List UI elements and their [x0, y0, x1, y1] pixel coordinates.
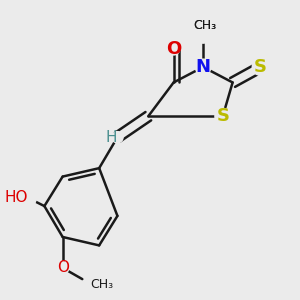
Text: CH₃: CH₃	[193, 19, 216, 32]
Text: O: O	[57, 260, 69, 275]
Circle shape	[194, 24, 212, 42]
Circle shape	[193, 23, 213, 43]
Text: N: N	[196, 58, 211, 76]
Text: CH₃: CH₃	[91, 278, 114, 291]
Circle shape	[252, 58, 269, 75]
Circle shape	[19, 189, 37, 207]
Text: CH₃: CH₃	[193, 19, 216, 32]
Text: S: S	[216, 107, 229, 125]
Text: O: O	[166, 40, 181, 58]
Circle shape	[195, 59, 211, 75]
Circle shape	[215, 108, 231, 124]
Text: S: S	[254, 58, 267, 76]
Circle shape	[112, 132, 123, 143]
Circle shape	[56, 262, 69, 274]
Text: HO: HO	[4, 190, 28, 205]
Text: H: H	[106, 130, 117, 145]
Circle shape	[167, 43, 180, 55]
